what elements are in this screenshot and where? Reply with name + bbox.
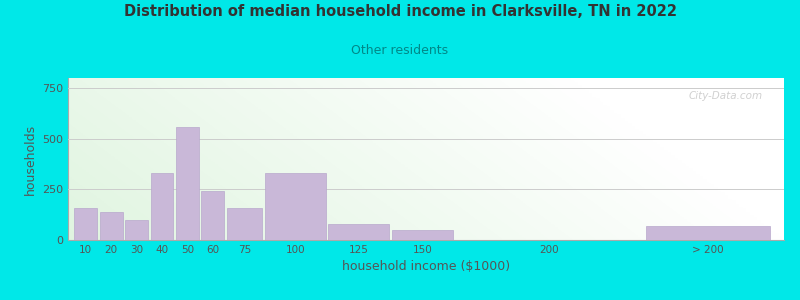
Bar [74,208,97,240]
Bar [328,224,389,240]
X-axis label: household income ($1000): household income ($1000) [342,260,510,273]
Bar [202,191,224,240]
Bar [646,226,770,240]
Bar [392,230,453,240]
Text: Distribution of median household income in Clarksville, TN in 2022: Distribution of median household income … [123,4,677,20]
Bar [100,212,122,240]
Bar [150,173,174,240]
Bar [265,173,326,240]
Text: City-Data.com: City-Data.com [688,91,762,101]
Bar [226,208,262,240]
Bar [176,127,198,240]
Bar [125,220,148,240]
Y-axis label: households: households [23,123,37,195]
Text: Other residents: Other residents [351,44,449,56]
